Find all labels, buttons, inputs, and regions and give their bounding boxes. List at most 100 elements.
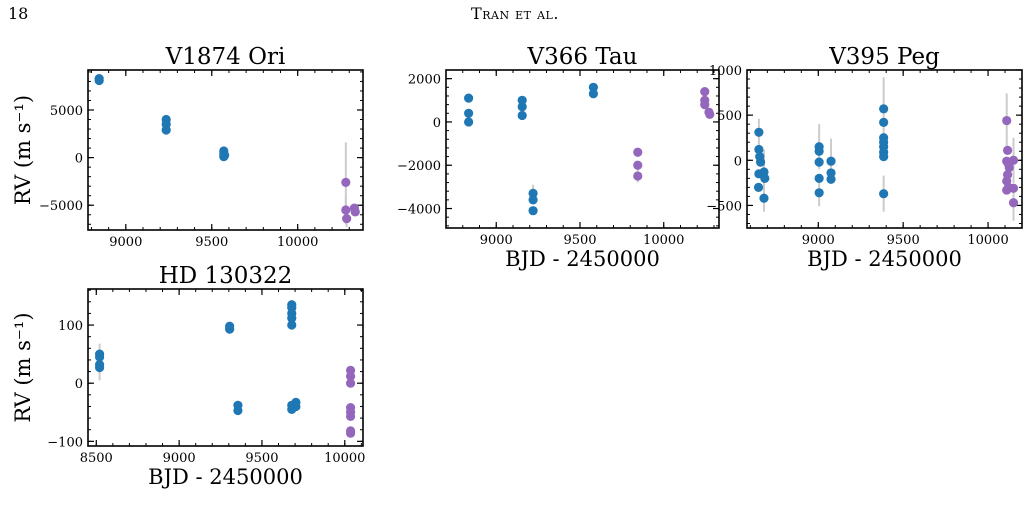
- data-point: [760, 173, 770, 183]
- y-tick-label: 5000: [50, 104, 83, 119]
- running-head: Tran et al.: [471, 4, 559, 23]
- data-point: [633, 160, 643, 170]
- data-point: [633, 147, 643, 157]
- x-tick-label: 10000: [277, 235, 318, 250]
- data-point: [814, 146, 824, 156]
- data-point: [879, 152, 889, 162]
- data-point: [345, 411, 356, 421]
- x-tick-label: 9000: [163, 451, 196, 466]
- data-point: [1008, 155, 1019, 165]
- y-tick-label: 0: [75, 377, 83, 392]
- y-axis-label: RV (m s⁻¹): [11, 95, 35, 205]
- y-tick-label: −5000: [39, 199, 83, 214]
- data-point: [826, 156, 836, 166]
- plot-frame: [87, 69, 364, 231]
- y-tick-label: 0: [75, 152, 83, 167]
- data-point: [287, 320, 297, 330]
- x-tick-label: 9500: [245, 451, 278, 466]
- panel-title: V395 Peg: [828, 44, 940, 70]
- y-tick-label: −4000: [397, 203, 441, 218]
- data-point: [826, 168, 836, 178]
- data-point: [233, 405, 243, 416]
- data-point: [528, 188, 538, 198]
- panel-2: V366 Tau 9000 9500 10000 −4000 −2000 0 2000 BJD …: [397, 44, 720, 271]
- data-point: [528, 206, 538, 216]
- x-tick-label: 9500: [887, 233, 920, 248]
- y-tick-label: −500: [706, 199, 742, 214]
- data-point: [879, 189, 889, 199]
- data-point: [161, 125, 171, 135]
- y-tick-label: 100: [58, 319, 83, 334]
- data-point: [94, 75, 104, 86]
- data-point: [528, 195, 538, 205]
- data-point: [700, 87, 710, 97]
- data-point: [345, 428, 356, 438]
- x-tick-label: 10000: [967, 233, 1008, 248]
- data-point: [464, 117, 474, 127]
- series-purple: [633, 87, 715, 183]
- data-point: [753, 182, 764, 192]
- data-point: [341, 205, 351, 215]
- y-tick-label: 1000: [709, 64, 742, 79]
- data-point: [220, 150, 230, 160]
- data-point: [754, 127, 764, 137]
- data-point: [94, 352, 105, 362]
- x-axis-label: BJD - 2450000: [807, 247, 962, 271]
- data-point: [754, 144, 764, 155]
- x-tick-label: 10000: [643, 233, 684, 248]
- data-point: [342, 213, 352, 224]
- y-tick-label: 0: [734, 154, 742, 169]
- y-tick-label: 2000: [408, 73, 441, 88]
- data-point: [1002, 145, 1013, 155]
- data-point: [350, 207, 360, 217]
- panel-title: HD 130322: [159, 263, 293, 289]
- data-point: [517, 110, 527, 121]
- x-tick-label: 9000: [802, 233, 835, 248]
- data-point: [588, 89, 598, 99]
- x-tick-label: 9000: [109, 235, 142, 250]
- data-point: [291, 401, 301, 412]
- data-point: [1008, 198, 1019, 208]
- data-point: [345, 378, 356, 388]
- panel-1: V1874 Ori 9000 9500 10000 −5000 0 5000 RV (m s⁻…: [11, 44, 364, 250]
- data-point: [341, 177, 351, 187]
- y-tick-label: 500: [717, 109, 742, 124]
- plot-frame: [746, 69, 1023, 229]
- data-point: [755, 157, 766, 167]
- panel-4: HD 130322 8500 9000 9500 10000 −100 0 100 BJD - …: [11, 263, 365, 489]
- data-point: [517, 102, 527, 112]
- data-point: [94, 362, 105, 373]
- data-point: [759, 193, 769, 203]
- series-purple: [345, 365, 356, 438]
- panel-title: V366 Tau: [527, 44, 638, 70]
- data-point: [633, 171, 643, 181]
- data-point: [814, 157, 824, 167]
- data-point: [879, 117, 889, 127]
- plot-frame: [87, 288, 364, 447]
- data-point: [826, 174, 836, 184]
- data-point: [814, 188, 824, 198]
- data-point: [879, 104, 889, 114]
- page-header: 18 Tran et al.: [0, 0, 1030, 32]
- series-blue: [94, 73, 230, 162]
- x-axis-label: BJD - 2450000: [505, 247, 660, 271]
- data-point: [464, 108, 474, 118]
- data-point: [588, 82, 598, 92]
- x-tick-label: 9500: [195, 235, 228, 250]
- series-purple: [341, 142, 360, 228]
- data-point: [345, 371, 356, 381]
- y-tick-label: 0: [433, 116, 441, 131]
- data-point: [287, 313, 297, 323]
- data-point: [1004, 162, 1014, 173]
- series-blue: [94, 300, 301, 416]
- data-point: [814, 173, 824, 183]
- x-tick-label: 8500: [80, 451, 113, 466]
- plot-frame: [445, 69, 720, 229]
- x-axis-label: BJD - 2450000: [148, 465, 303, 489]
- series-purple: [1002, 93, 1019, 221]
- panel-3: V395 Peg 9000 9500 10000 −500 0 500 1000 BJD - 2…: [706, 44, 1023, 271]
- data-point: [1002, 115, 1012, 126]
- y-tick-label: −100: [47, 435, 83, 450]
- page-number: 18: [8, 4, 29, 23]
